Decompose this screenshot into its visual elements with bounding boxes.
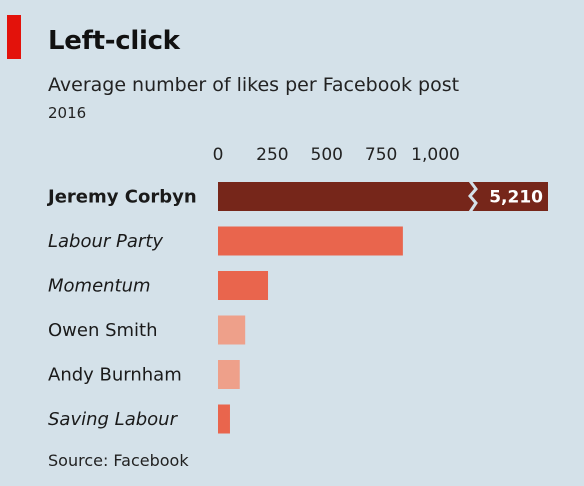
source-note: Source: Facebook [48,451,189,470]
category-label-0: Jeremy Corbyn [46,187,197,208]
chart-title: Left-click [48,26,180,56]
tick-label-4: 1,000 [411,145,460,165]
bar-4 [218,360,240,389]
category-label-5: Saving Labour [48,409,179,430]
category-label-4: Andy Burnham [48,365,182,386]
chart-year: 2016 [48,104,87,122]
chart-subtitle: Average number of likes per Facebook pos… [48,74,460,96]
bar-0 [218,182,548,211]
bar-1 [218,226,403,256]
bar-chart: 0 250 500 750 1,000 Jeremy Corbyn 5,210 Labour… [46,145,548,434]
axis-break-mark [468,180,478,213]
category-label-1: Labour Party [48,231,163,252]
category-label-3: Owen Smith [48,320,158,341]
category-label-2: Momentum [48,276,151,297]
bar-3 [218,315,246,345]
value-label-0: 5,210 [489,188,543,208]
tick-label-2: 500 [311,145,343,165]
bar-2 [218,271,269,300]
bar-group: Jeremy Corbyn 5,210 Labour Party Momentum Ow… [46,180,548,434]
tick-label-3: 750 [365,145,397,165]
tick-label-0: 0 [213,145,224,165]
accent-bar [7,15,21,59]
bar-5 [218,404,230,434]
tick-group: 0 250 500 750 1,000 [213,145,460,165]
tick-label-1: 250 [256,145,288,165]
